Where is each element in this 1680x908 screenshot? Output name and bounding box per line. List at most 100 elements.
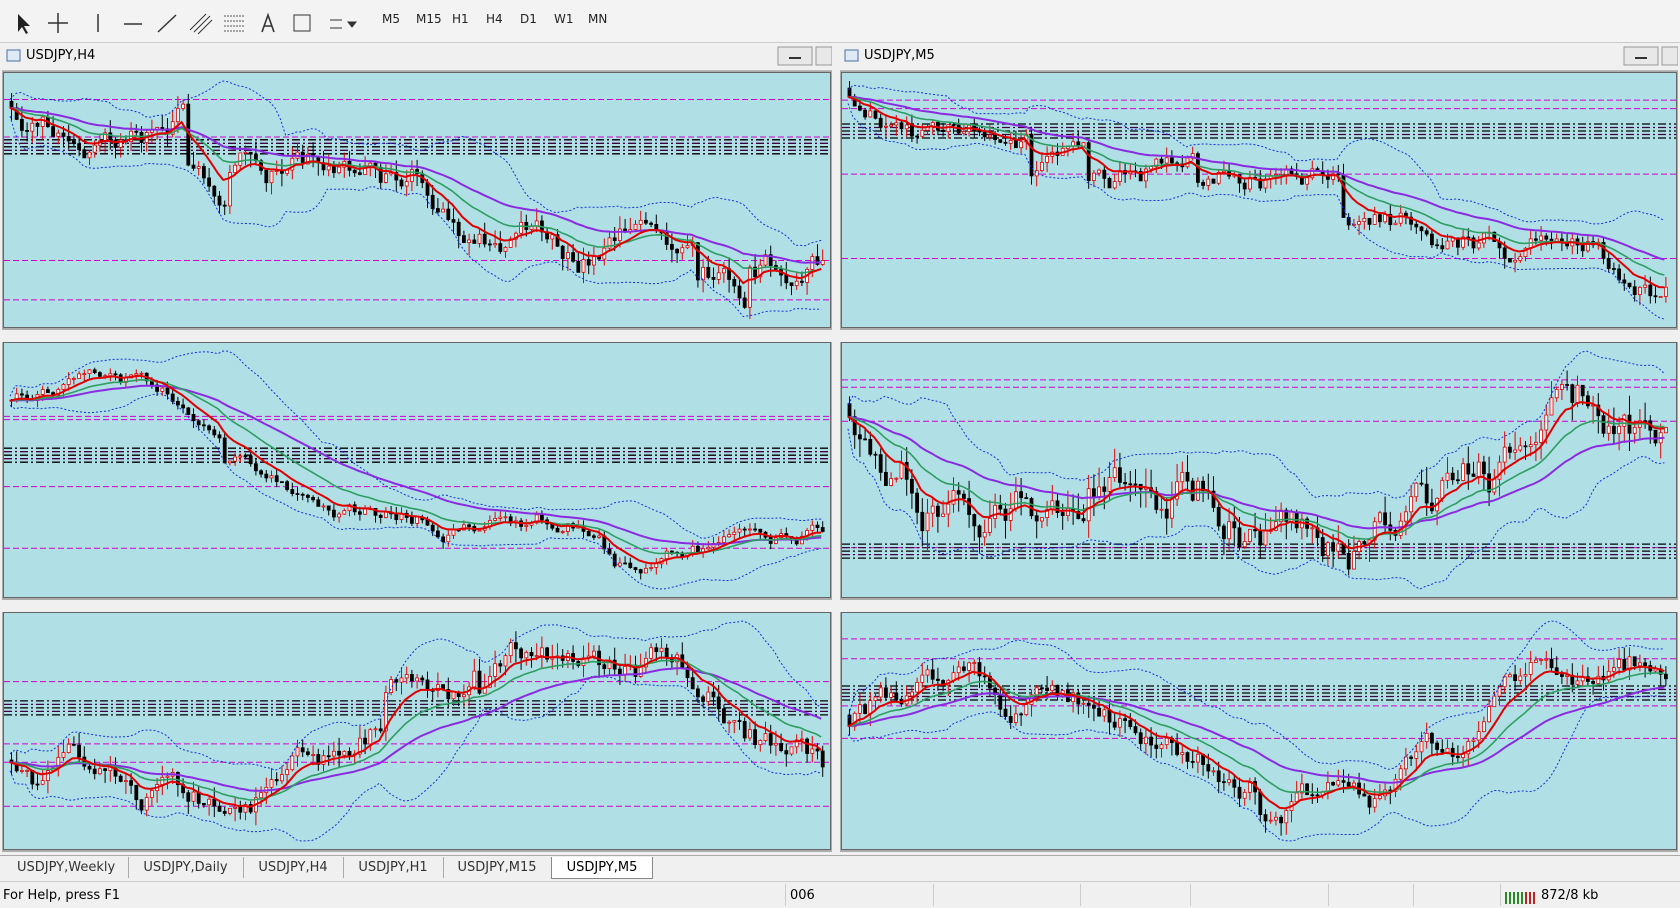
trendline-icon[interactable] (157, 14, 177, 33)
candle-body (758, 528, 763, 533)
timeframe-button[interactable]: W1 (554, 12, 574, 26)
candle-body (592, 650, 596, 657)
candle-body (1409, 216, 1413, 225)
candle-body (1143, 736, 1148, 745)
candle-body (1190, 761, 1195, 763)
candle-body (1586, 241, 1590, 252)
candle-body (435, 530, 440, 538)
price-chart (841, 612, 1677, 850)
shapes-icon[interactable] (330, 19, 358, 29)
candle-body (1279, 816, 1284, 824)
candle-body (607, 548, 612, 555)
candle-body (722, 536, 726, 543)
candle-body (394, 513, 399, 520)
candle-body (1414, 751, 1419, 759)
candle-body (1050, 684, 1055, 691)
traffic: 872/8 kb (1541, 888, 1599, 903)
chart-canvas (842, 620, 1676, 842)
candle-body (1305, 177, 1310, 185)
chart-tab[interactable]: USDJPY,H1 (343, 857, 444, 878)
timeframe-button[interactable]: M5 (382, 12, 400, 26)
chart-tab[interactable]: USDJPY,Weekly (3, 857, 129, 878)
window-titlebar: USDJPY,M5 (840, 43, 1678, 71)
candle-body (847, 403, 852, 418)
chart-tab[interactable]: USDJPY,H4 (243, 857, 344, 878)
text-icon[interactable] (261, 12, 275, 33)
candle-body (40, 780, 45, 785)
candle-body (1159, 158, 1164, 164)
candle-body (1019, 713, 1024, 716)
candle-body (134, 130, 139, 133)
channel-icon[interactable] (189, 13, 213, 35)
candle-body (35, 783, 40, 786)
candle-body (732, 531, 737, 535)
candle-body (1284, 810, 1289, 824)
candle-body (1346, 781, 1351, 787)
candle-body (56, 132, 61, 137)
candle-body (1149, 736, 1154, 746)
candle-body (1045, 509, 1050, 518)
candle-body (269, 779, 274, 788)
moving-average (9, 106, 822, 285)
bollinger-band (847, 428, 1665, 590)
label-icon[interactable] (293, 14, 311, 32)
timeframe-button[interactable]: MN (588, 12, 608, 26)
candle-body (1528, 662, 1533, 675)
candle-body (66, 136, 71, 142)
candle-body (962, 666, 966, 671)
candle-body (207, 798, 212, 806)
candle-body (1409, 756, 1413, 759)
candle-body (134, 373, 139, 376)
candle-body (1638, 286, 1642, 295)
candle-body (1175, 481, 1180, 500)
candle-body (1076, 511, 1081, 520)
minimize-button[interactable] (776, 46, 832, 66)
candle-body (196, 166, 201, 169)
candle-body (233, 164, 238, 173)
timeframe-button[interactable]: H4 (486, 12, 503, 26)
candle-body (1159, 508, 1164, 511)
timeframe-button[interactable]: H1 (452, 12, 469, 26)
candle-body (1232, 521, 1237, 529)
timeframe-button[interactable]: M15 (416, 12, 442, 26)
candle-body (742, 528, 747, 531)
cursor-icon[interactable] (18, 14, 30, 34)
chart-window: USDJPY,H4 (2, 43, 832, 330)
chart-tab[interactable]: USDJPY,M5 (551, 857, 653, 879)
candle-body (1528, 444, 1533, 448)
candle-body (19, 770, 24, 772)
minimize-button[interactable] (1622, 46, 1678, 66)
candle-body (716, 696, 721, 710)
chart-tab[interactable]: USDJPY,Daily (128, 857, 244, 878)
candle-body (1081, 518, 1086, 522)
candle-body (9, 100, 14, 109)
candle-body (820, 527, 825, 532)
fibo-icon[interactable] (224, 15, 244, 32)
candle-body (1549, 658, 1554, 669)
candle-body (1612, 268, 1616, 270)
candle-body (910, 478, 914, 494)
candle-body (513, 642, 518, 650)
candle-body (77, 744, 81, 758)
candle-body (233, 456, 238, 462)
candle-body (592, 256, 596, 266)
candle-body (654, 563, 659, 568)
separator (933, 884, 934, 906)
candle-body (30, 769, 35, 785)
candle-body (1492, 695, 1497, 708)
candle-body (409, 517, 414, 524)
timeframe-button[interactable]: D1 (520, 12, 537, 26)
candle-body (1435, 244, 1439, 247)
candle-body (910, 124, 914, 137)
candle-body (498, 663, 503, 667)
candle-body (519, 221, 523, 234)
chart-tab[interactable]: USDJPY,M15 (443, 857, 552, 878)
candle-body (868, 110, 873, 118)
candle-body (503, 655, 508, 667)
candle-body (727, 721, 731, 724)
crosshair-icon[interactable] (48, 13, 68, 33)
candle-body (1331, 173, 1336, 180)
candle-body (425, 679, 430, 691)
candle-body (753, 528, 757, 531)
candle-body (191, 164, 196, 169)
